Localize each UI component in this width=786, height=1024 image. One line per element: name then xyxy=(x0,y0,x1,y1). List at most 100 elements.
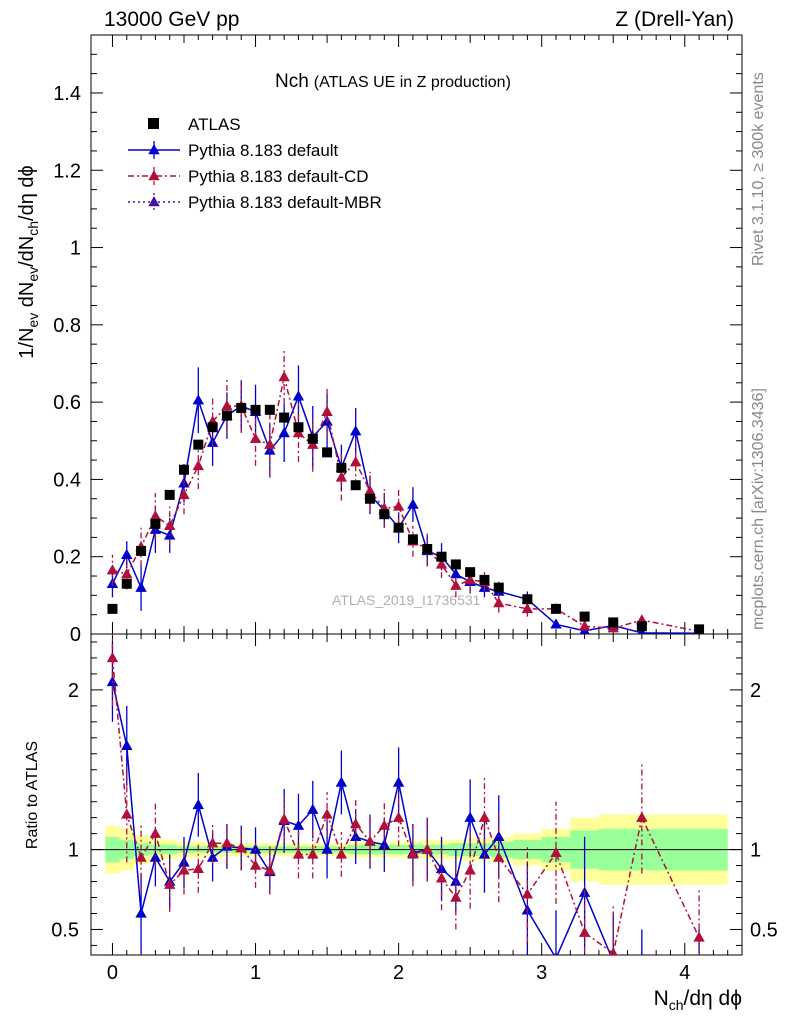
cd-point xyxy=(392,500,405,511)
ratio-axis-title: Ratio to ATLAS xyxy=(24,741,41,849)
cd-ratio-point xyxy=(149,827,162,838)
cd-ratio-point xyxy=(206,837,219,848)
cd-ratio-point xyxy=(450,891,462,902)
default-ratio-point xyxy=(450,875,462,886)
cd-ratio-point xyxy=(335,848,348,859)
legend-cd-marker xyxy=(148,170,160,181)
cd-point xyxy=(278,371,290,382)
default-point xyxy=(135,581,147,592)
default-ratio-point xyxy=(392,776,405,787)
header-right: Z (Drell-Yan) xyxy=(615,8,734,31)
cd-ratio-point xyxy=(636,811,648,822)
default-point xyxy=(407,498,419,509)
cd-ratio-point xyxy=(307,848,319,859)
cd-ratio-point xyxy=(693,931,705,942)
cd-point xyxy=(163,519,176,530)
cd-ratio-point xyxy=(578,926,591,937)
cd-ratio-line xyxy=(111,657,700,955)
atlas-point xyxy=(365,493,375,504)
cd-point xyxy=(264,438,276,449)
atlas-point xyxy=(307,433,318,444)
cd-point xyxy=(578,620,591,631)
cd-point xyxy=(149,510,162,521)
cd-point xyxy=(335,471,348,482)
header-left: 13000 GeV pp xyxy=(104,8,240,31)
cd-ratio-point xyxy=(264,864,276,875)
default-point xyxy=(192,394,205,405)
ratio-series-group xyxy=(106,634,705,965)
cd-ratio-point xyxy=(550,846,562,857)
analysis-watermark: ATLAS_2019_I1736531 xyxy=(332,592,481,608)
atlas-point xyxy=(264,404,275,415)
x-tick-label: 0 xyxy=(107,962,118,984)
atlas-point xyxy=(479,574,490,585)
atlas-point xyxy=(407,534,418,545)
cd-point xyxy=(521,602,534,614)
atlas-point xyxy=(393,522,404,533)
default-ratio-point xyxy=(121,739,133,750)
default-ratio-point xyxy=(206,851,219,862)
cd-ratio-point xyxy=(521,888,534,899)
cd-line xyxy=(112,376,700,633)
cd-ratio-point xyxy=(278,813,290,824)
atlas-point xyxy=(293,422,304,433)
atlas-point xyxy=(350,480,361,491)
legend-mbr-label: Pythia 8.183 default-MBR xyxy=(188,193,382,212)
default-point xyxy=(550,618,562,629)
default-ratio-point xyxy=(135,907,147,918)
axis-tick-labels: 0 1 2 3 4 0 0.2 0.4 0.6 0.8 1 1.2 1.4 0.5 0.5 1 1 2 2 xyxy=(51,83,778,984)
cd-point xyxy=(493,597,505,608)
default-point xyxy=(264,444,276,455)
cd-point xyxy=(121,568,133,579)
cd-ratio-point xyxy=(292,848,305,859)
cd-ratio-point xyxy=(364,835,376,846)
atlas-point xyxy=(636,621,647,632)
ratio-tick-label: 1 xyxy=(750,840,761,862)
y-tick-label: 1.2 xyxy=(53,160,81,182)
cd-point xyxy=(221,399,233,411)
default-ratio-point xyxy=(608,955,619,965)
legend-atlas-label: ATLAS xyxy=(188,115,241,134)
atlas-point xyxy=(236,402,247,413)
legend-cd-label: Pythia 8.183 default-CD xyxy=(188,167,369,186)
cd-ratio-point xyxy=(163,878,176,889)
ratio-tick-label: 0.5 xyxy=(750,919,778,941)
x-tick-label: 4 xyxy=(679,962,690,984)
atlas-point xyxy=(121,578,132,589)
atlas-point xyxy=(694,624,705,634)
cd-ratio-point xyxy=(349,818,362,829)
x-axis-title: Nch/dη dϕ xyxy=(654,987,742,1013)
default-ratio-point xyxy=(292,819,305,830)
y-tick-label: 0 xyxy=(70,624,81,646)
atlas-point xyxy=(336,462,347,473)
atlas-point xyxy=(551,603,561,614)
default-ratio-point xyxy=(464,811,476,822)
atlas-point xyxy=(579,611,590,622)
y-tick-label: 0.4 xyxy=(53,469,81,491)
ratio-plot-frame xyxy=(90,633,743,956)
cd-ratio-point xyxy=(407,848,419,859)
atlas-point xyxy=(136,545,147,556)
cd-ratio-point xyxy=(235,842,247,853)
atlas-point xyxy=(193,439,204,450)
cd-point xyxy=(364,485,376,496)
default-ratio-point xyxy=(335,776,348,787)
cd-ratio-point xyxy=(464,864,476,875)
cd-point xyxy=(178,488,190,500)
atlas-point xyxy=(465,567,476,578)
atlas-point xyxy=(250,404,261,415)
default-ratio-point xyxy=(321,843,333,854)
x-tick-label: 1 xyxy=(250,962,261,984)
atlas-point xyxy=(522,594,533,605)
default-point xyxy=(349,425,362,436)
atlas-point xyxy=(450,559,461,570)
cd-ratio-point xyxy=(121,808,133,819)
atlas-point xyxy=(493,582,504,593)
atlas-point xyxy=(608,617,619,628)
default-ratio-line xyxy=(111,681,612,955)
cd-ratio-point xyxy=(106,651,119,663)
cd-point xyxy=(249,432,262,444)
cd-point xyxy=(349,456,362,467)
atlas-point xyxy=(279,412,290,423)
